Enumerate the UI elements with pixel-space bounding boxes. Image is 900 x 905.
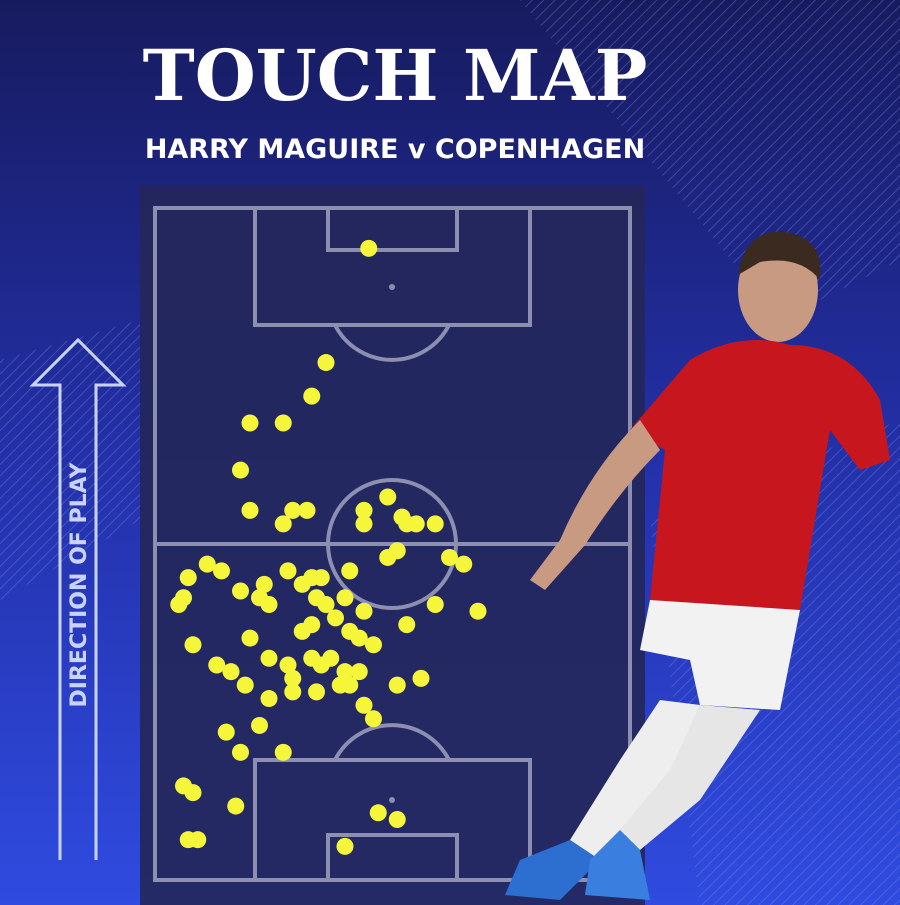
touch-point	[350, 629, 368, 647]
touch-point	[274, 414, 292, 432]
touch-point	[317, 595, 335, 613]
touch-point	[255, 575, 273, 593]
touch-point	[317, 354, 335, 372]
touch-point	[350, 663, 368, 681]
touch-point	[336, 837, 354, 855]
touch-point	[298, 501, 316, 519]
touch-point	[369, 804, 387, 822]
touch-point	[232, 743, 249, 761]
touch-point	[284, 501, 302, 519]
touch-point	[426, 595, 444, 613]
touch-point	[222, 663, 240, 681]
touch-point	[208, 656, 226, 674]
touch-point	[260, 690, 278, 708]
touch-point	[279, 562, 297, 580]
touch-point	[355, 515, 373, 533]
player-figure	[505, 231, 890, 900]
touch-point	[303, 387, 321, 405]
chart-subtitle: HARRY MAGUIRE v COPENHAGEN	[145, 134, 645, 165]
touch-point	[284, 683, 302, 701]
touch-point	[189, 831, 207, 849]
touch-point	[260, 595, 278, 613]
touch-point	[293, 622, 311, 640]
touch-point	[398, 616, 416, 634]
touch-point	[365, 710, 382, 728]
touch-point	[308, 683, 325, 701]
touch-point	[213, 562, 230, 580]
touch-point	[232, 582, 249, 600]
touch-point	[388, 811, 406, 829]
touch-point	[260, 649, 278, 667]
touch-point	[455, 555, 473, 573]
touch-point	[341, 562, 359, 580]
touch-point	[251, 716, 268, 734]
touch-point	[279, 656, 297, 674]
touch-point	[341, 676, 359, 694]
touch-point	[241, 501, 259, 519]
touch-point	[407, 515, 425, 533]
touch-point	[336, 663, 354, 681]
touch-point	[284, 669, 302, 687]
touch-point	[227, 797, 245, 815]
chart-title: TOUCH MAP	[143, 34, 648, 117]
touch-point	[355, 501, 373, 519]
touch-point	[179, 569, 197, 587]
touch-point	[312, 656, 330, 674]
touch-point	[274, 515, 292, 533]
touch-point	[365, 636, 382, 654]
touch-point	[388, 676, 406, 694]
direction-label: DIRECTION OF PLAY	[67, 461, 92, 707]
touch-point	[170, 595, 188, 613]
touch-point	[379, 488, 397, 506]
decoration	[0, 320, 140, 600]
touch-point	[412, 669, 430, 687]
touch-point	[236, 676, 254, 694]
touch-point	[198, 555, 216, 573]
touch-point	[241, 414, 259, 432]
touch-point	[355, 696, 373, 714]
touch-point	[184, 636, 202, 654]
touch-point	[184, 784, 202, 802]
touch-point	[232, 461, 249, 479]
touch-point	[360, 239, 378, 257]
touch-point	[312, 569, 330, 587]
touch-point	[426, 515, 444, 533]
touch-point	[355, 602, 373, 620]
touch-point	[379, 548, 397, 566]
touch-point	[336, 589, 354, 607]
touch-point	[327, 609, 344, 627]
touch-point	[241, 629, 259, 647]
touch-point	[217, 723, 235, 741]
direction-arrow	[29, 337, 127, 860]
touch-point	[469, 602, 487, 620]
touch-point	[441, 548, 458, 566]
touch-point	[274, 743, 292, 761]
